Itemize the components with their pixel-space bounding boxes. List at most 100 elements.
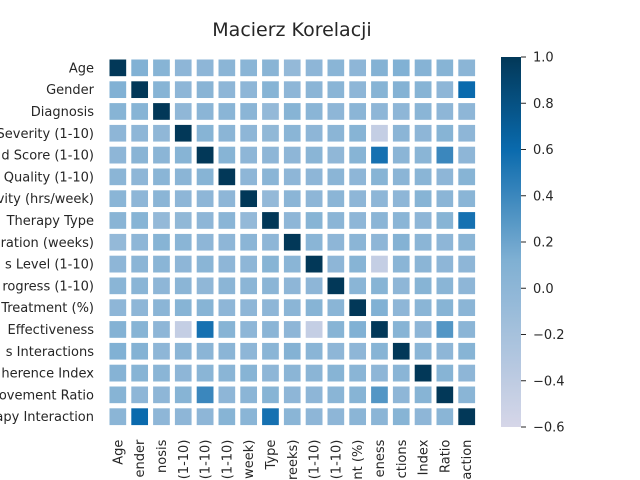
heatmap-cell (235, 294, 263, 322)
column-label: action (460, 440, 475, 480)
heatmap-cell (300, 294, 328, 322)
heatmap-cell (126, 54, 154, 82)
heatmap-cell (191, 250, 219, 278)
heatmap-cell (409, 54, 437, 82)
heatmap-cell (387, 185, 415, 213)
heatmap-cell (213, 207, 241, 234)
colorbar-tick-label: 1.0 (533, 51, 554, 66)
heatmap-cell (235, 163, 263, 191)
heatmap-cell (344, 316, 372, 343)
heatmap-cell (453, 359, 481, 387)
heatmap-cell (322, 403, 350, 431)
heatmap-cell (169, 54, 197, 82)
row-label: Severity (1-10) (0, 127, 94, 142)
row-label: s Interactions (6, 345, 94, 360)
heatmap-cell (409, 294, 437, 322)
heatmap-cell (431, 141, 459, 169)
heatmap-cell (191, 119, 219, 147)
heatmap-cell (126, 337, 154, 365)
heatmap-cell (387, 54, 415, 82)
heatmap-cell (257, 119, 284, 147)
heatmap-cell (300, 163, 328, 191)
heatmap-cell (148, 250, 175, 278)
heatmap-cell (344, 250, 372, 278)
row-label: ovement Ratio (0, 388, 94, 403)
heatmap-cell (387, 228, 415, 256)
heatmap-cell (257, 403, 284, 431)
heatmap-cell (235, 141, 263, 169)
heatmap-cell (300, 381, 328, 409)
heatmap-cell (235, 207, 263, 234)
heatmap-cell (257, 98, 284, 125)
heatmap-cell (409, 272, 437, 300)
heatmap-cell (322, 119, 350, 147)
heatmap-cell (344, 141, 372, 169)
heatmap-cell (344, 98, 372, 125)
heatmap-cell (300, 228, 328, 256)
heatmap-cell (235, 381, 263, 409)
heatmap-cell (169, 119, 197, 147)
column-label: Age (111, 440, 126, 465)
heatmap-cell (213, 403, 241, 431)
heatmap-cell (431, 207, 459, 234)
heatmap-cell (322, 76, 350, 104)
heatmap-cell (300, 98, 328, 125)
heatmap-cell (257, 163, 284, 191)
heatmap-cell (431, 337, 459, 365)
heatmap-cell (278, 207, 306, 234)
heatmap-cell (169, 316, 197, 343)
heatmap-cell (387, 359, 415, 387)
colorbar: 1.0 0.8 0.6 0.4 0.2 0.0 −0.2 −0.4 −0.6 (501, 51, 565, 436)
heatmap-cell (148, 316, 175, 343)
heatmap-cell (366, 141, 393, 169)
heatmap-cell (344, 119, 372, 147)
column-label: ctions (395, 439, 410, 478)
heatmap-cell (213, 337, 241, 365)
heatmap-cell (300, 76, 328, 104)
heatmap-cell (322, 207, 350, 234)
column-label: eness (373, 439, 388, 477)
heatmap-cell (191, 403, 219, 431)
heatmap-cell (366, 403, 393, 431)
heatmap-cell (235, 359, 263, 387)
heatmap-cell (191, 163, 219, 191)
heatmap-cell (409, 163, 437, 191)
heatmap-cell (126, 207, 154, 234)
heatmap-cell (104, 316, 132, 343)
heatmap-cell (126, 294, 154, 322)
heatmap-cell (235, 337, 263, 365)
column-labels: Age ender nosis (1-10) (1-10) (1-10) week) Type… (111, 439, 475, 480)
heatmap-cell (387, 316, 415, 343)
heatmap-cell (409, 250, 437, 278)
column-label: reeks) (286, 440, 301, 480)
heatmap-cell (409, 359, 437, 387)
heatmap-cell (300, 54, 328, 82)
heatmap-cell (126, 76, 154, 104)
heatmap-cell (278, 98, 306, 125)
heatmap-cell (453, 316, 481, 343)
heatmap-cell (213, 272, 241, 300)
row-label: d Score (1-10) (1, 149, 94, 164)
heatmap-cell (148, 337, 175, 365)
heatmap-cell (453, 185, 481, 213)
heatmap-cell (169, 403, 197, 431)
heatmap-cell (104, 185, 132, 213)
heatmap-cell (257, 76, 284, 104)
heatmap-cell (213, 359, 241, 387)
heatmap-cell (366, 76, 393, 104)
heatmap-cell (126, 119, 154, 147)
heatmap-cell (235, 98, 263, 125)
heatmap-cell (409, 76, 437, 104)
heatmap-cell (344, 228, 372, 256)
heatmap-cell (431, 185, 459, 213)
heatmap-cell (278, 228, 306, 256)
column-label: ender (133, 439, 148, 477)
heatmap-cell (257, 272, 284, 300)
heatmap-cell (366, 250, 393, 278)
heatmap-cell (322, 163, 350, 191)
heatmap-cell (191, 76, 219, 104)
colorbar-tick-label: 0.8 (533, 97, 554, 112)
heatmap-cell (169, 141, 197, 169)
heatmap-cell (387, 250, 415, 278)
